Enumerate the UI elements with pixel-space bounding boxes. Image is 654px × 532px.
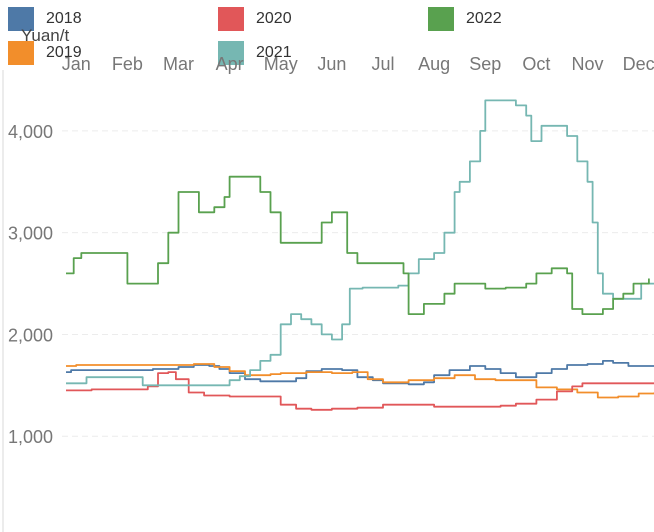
series-line-2019 (66, 363, 654, 399)
series-line-2022 (66, 175, 650, 315)
legend-label-2019: 2019 (46, 44, 82, 61)
x-tick-label-sep: Sep (469, 54, 501, 74)
series-line-2021 (66, 99, 654, 387)
x-tick-label-aug: Aug (418, 54, 450, 74)
legend-label-2020: 2020 (256, 10, 292, 27)
x-tick-label-apr: Apr (216, 54, 244, 74)
x-tick-label-mar: Mar (163, 54, 194, 74)
x-tick-label-jul: Jul (372, 54, 395, 74)
legend-item-2021[interactable]: 2021 (218, 41, 292, 65)
legend-label-2018: 2018 (46, 10, 82, 27)
series-line-2020 (66, 371, 654, 411)
legend-label-2021: 2021 (256, 44, 292, 61)
x-tick-label-may: May (264, 54, 298, 74)
legend-item-2022[interactable]: 2022 (428, 7, 502, 31)
legend-label-2022: 2022 (466, 10, 502, 27)
legend-item-2020[interactable]: 2020 (218, 7, 292, 31)
x-tick-label-nov: Nov (572, 54, 604, 74)
y-tick-label-4000: 4,000 (8, 122, 53, 142)
legend-swatch-2021 (218, 41, 244, 65)
legend-swatch-2018 (8, 7, 34, 31)
legend-swatch-2022 (428, 7, 454, 31)
y-tick-label-3000: 3,000 (8, 224, 53, 244)
x-tick-label-jan: Jan (62, 54, 91, 74)
x-tick-label-feb: Feb (112, 54, 143, 74)
x-tick-label-oct: Oct (522, 54, 550, 74)
x-tick-label-dec: Dec (623, 54, 654, 74)
legend-item-2018[interactable]: 2018 (8, 7, 82, 31)
legend-item-2019[interactable]: 2019 (8, 41, 82, 65)
series-line-2018 (66, 360, 654, 386)
legend-swatch-2019 (8, 41, 34, 65)
legend-swatch-2020 (218, 7, 244, 31)
y-axis-label: Yuan/t (21, 26, 69, 45)
x-tick-label-jun: Jun (317, 54, 346, 74)
y-tick-label-1000: 1,000 (8, 427, 53, 447)
y-tick-label-2000: 2,000 (8, 325, 53, 345)
